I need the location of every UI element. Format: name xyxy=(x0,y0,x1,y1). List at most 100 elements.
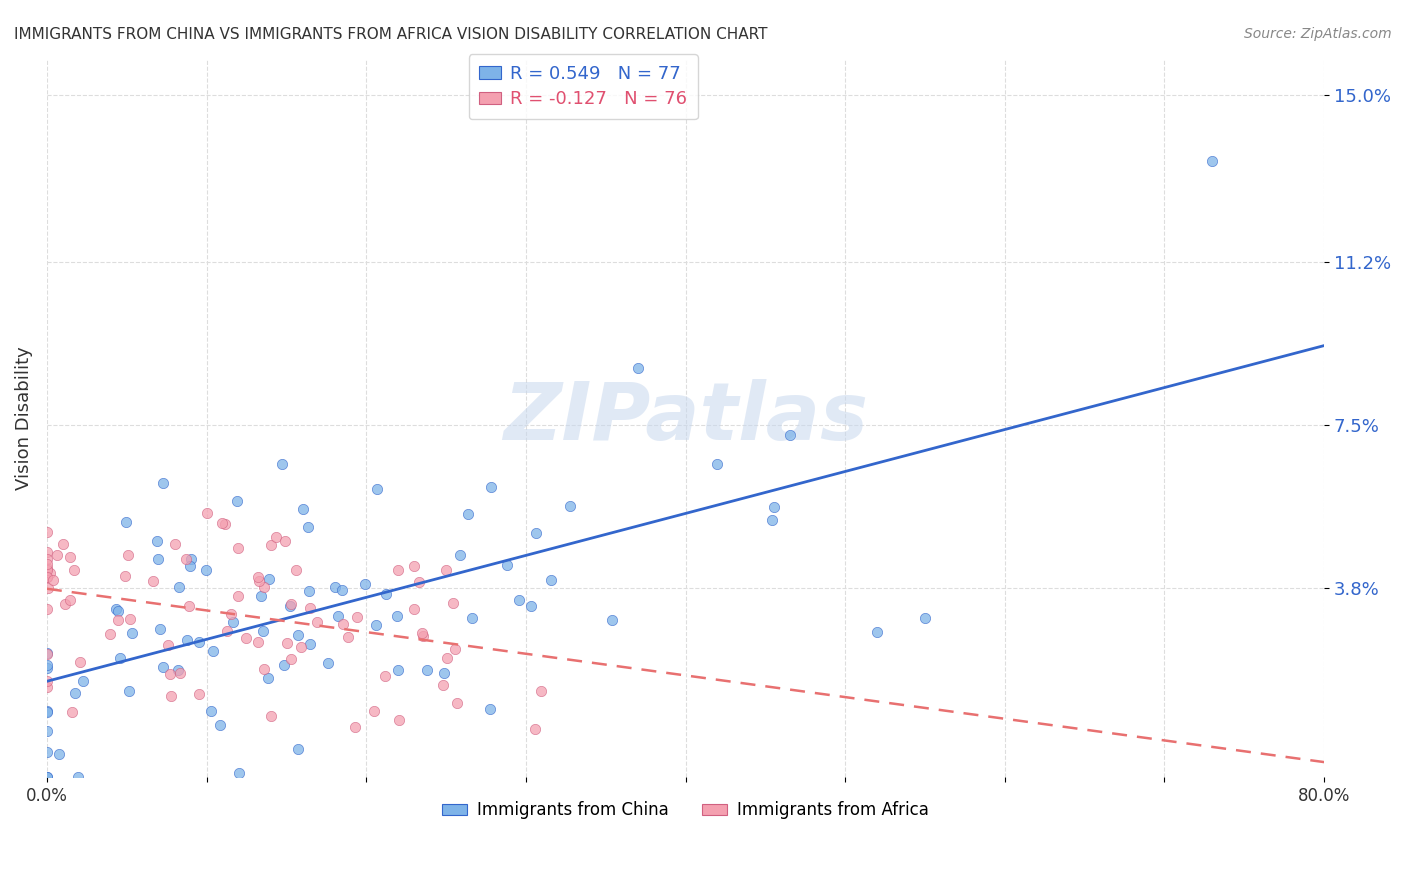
Point xyxy=(560,500,582,514)
Point xyxy=(411,626,433,640)
Point xyxy=(200,704,222,718)
Point xyxy=(266,530,288,544)
Point xyxy=(35,661,58,675)
Point xyxy=(52,536,75,550)
Point xyxy=(914,611,936,625)
Point xyxy=(388,713,411,727)
Point xyxy=(375,586,398,600)
Point xyxy=(117,548,139,562)
Point xyxy=(35,561,58,575)
Point xyxy=(226,589,249,603)
Point xyxy=(59,592,82,607)
Point xyxy=(385,609,408,624)
Legend: Immigrants from China, Immigrants from Africa: Immigrants from China, Immigrants from A… xyxy=(436,795,935,826)
Point xyxy=(188,635,211,649)
Point xyxy=(284,563,307,577)
Point xyxy=(416,663,439,677)
Point xyxy=(152,476,174,491)
Point xyxy=(326,609,349,624)
Point xyxy=(104,601,127,615)
Point xyxy=(461,611,484,625)
Point xyxy=(149,622,172,636)
Point xyxy=(114,569,136,583)
Point xyxy=(363,704,385,718)
Point xyxy=(412,629,434,643)
Point xyxy=(35,680,58,694)
Point xyxy=(107,613,129,627)
Point xyxy=(35,646,58,660)
Point xyxy=(108,650,131,665)
Point xyxy=(121,626,143,640)
Point xyxy=(42,573,65,587)
Point xyxy=(387,563,409,577)
Point xyxy=(298,636,321,650)
Point xyxy=(364,617,387,632)
Point xyxy=(434,563,457,577)
Point xyxy=(305,615,328,629)
Point xyxy=(160,690,183,704)
Point xyxy=(176,632,198,647)
Point xyxy=(66,770,89,784)
Point xyxy=(100,626,122,640)
Point xyxy=(866,624,889,639)
Point xyxy=(253,662,276,676)
Point xyxy=(209,718,232,732)
Point xyxy=(257,572,280,586)
Point xyxy=(446,696,468,710)
Point xyxy=(336,630,359,644)
Point xyxy=(520,599,543,613)
Point xyxy=(63,685,86,699)
Point xyxy=(257,671,280,685)
Point xyxy=(247,635,270,649)
Point xyxy=(59,550,82,565)
Point xyxy=(287,628,309,642)
Point xyxy=(408,575,430,590)
Point xyxy=(530,684,553,698)
Point xyxy=(35,704,58,718)
Point xyxy=(39,566,62,580)
Point xyxy=(152,660,174,674)
Point xyxy=(167,580,190,594)
Point xyxy=(779,428,801,442)
Point xyxy=(344,721,367,735)
Point xyxy=(323,580,346,594)
Point xyxy=(252,624,274,639)
Point xyxy=(35,545,58,559)
Point xyxy=(404,558,426,573)
Point xyxy=(280,652,302,666)
Point xyxy=(298,583,321,598)
Point xyxy=(195,506,218,520)
Point xyxy=(35,563,58,577)
Point xyxy=(332,616,354,631)
Point xyxy=(46,548,69,562)
Point xyxy=(260,538,283,552)
Text: Source: ZipAtlas.com: Source: ZipAtlas.com xyxy=(1244,27,1392,41)
Point xyxy=(163,536,186,550)
Point xyxy=(627,360,650,375)
Point xyxy=(278,599,301,613)
Point xyxy=(273,658,295,673)
Point xyxy=(404,602,426,616)
Point xyxy=(444,642,467,657)
Point xyxy=(115,515,138,529)
Point xyxy=(287,742,309,756)
Point xyxy=(297,519,319,533)
Point xyxy=(449,548,471,562)
Point xyxy=(179,558,201,573)
Point xyxy=(432,665,454,680)
Point xyxy=(35,673,58,688)
Point xyxy=(353,577,375,591)
Point xyxy=(225,493,247,508)
Point xyxy=(202,644,225,658)
Point xyxy=(228,541,250,555)
Point xyxy=(156,638,179,652)
Point xyxy=(249,589,271,603)
Point xyxy=(211,516,233,531)
Point xyxy=(247,574,270,589)
Point xyxy=(253,580,276,594)
Point xyxy=(366,482,388,496)
Point xyxy=(1201,153,1223,168)
Point xyxy=(292,502,315,516)
Point xyxy=(540,574,562,588)
Point xyxy=(35,745,58,759)
